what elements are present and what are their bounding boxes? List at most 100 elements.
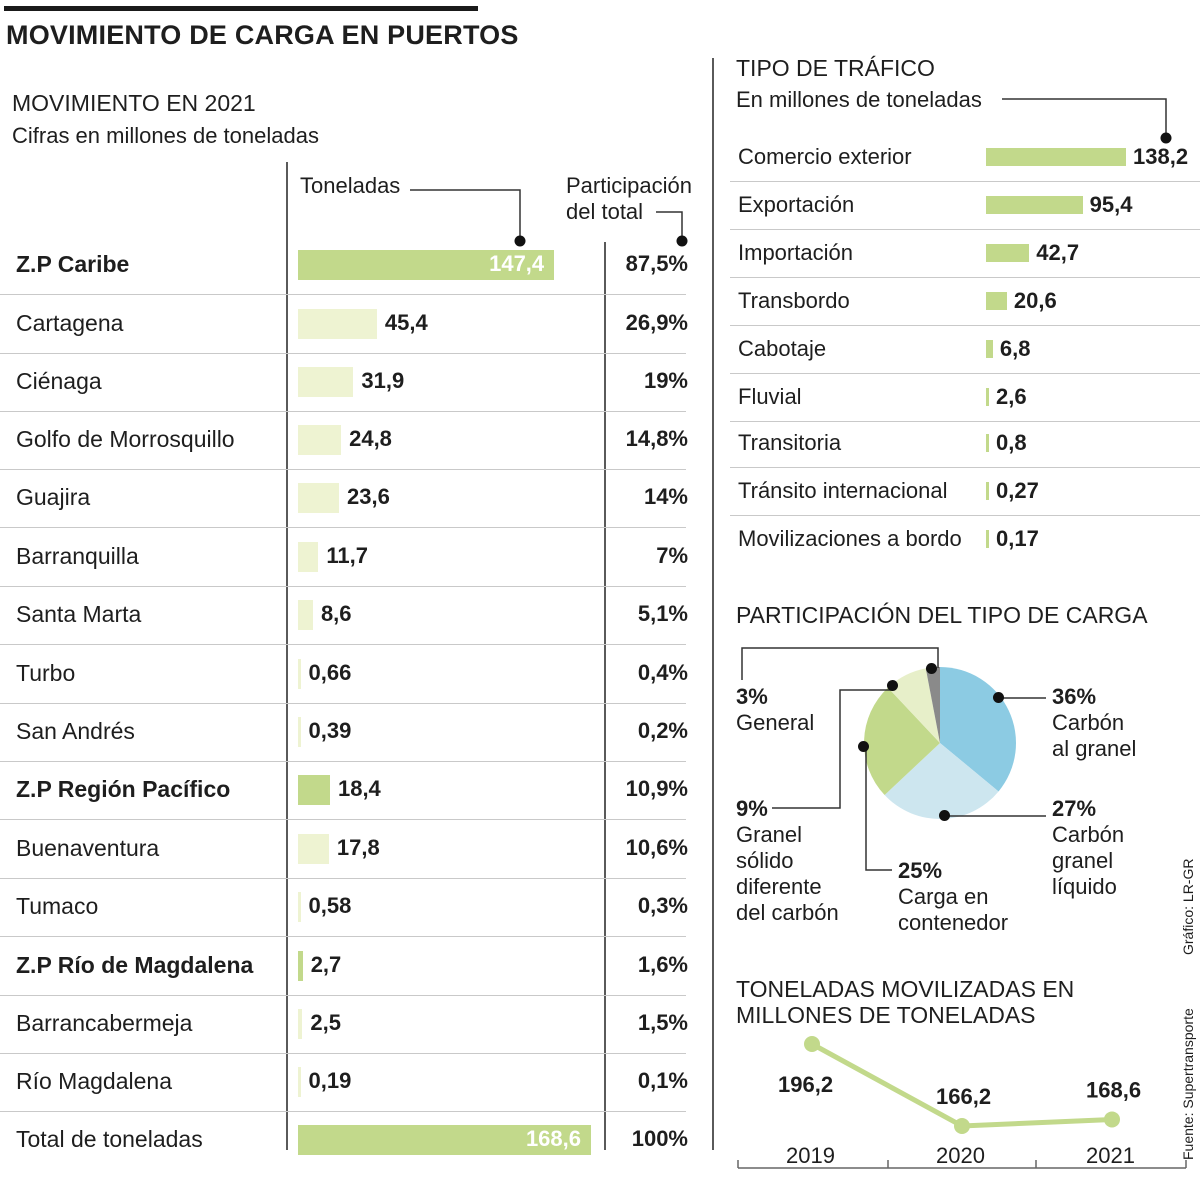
row-label: Barrancabermeja [16, 1010, 193, 1036]
share-value: 0,4% [637, 660, 688, 685]
bar [298, 892, 301, 922]
bar [298, 483, 339, 513]
row-separator [0, 353, 686, 354]
row-separator [0, 1053, 686, 1054]
traffic-value: 0,17 [996, 526, 1039, 551]
row-separator [0, 995, 686, 996]
bar [298, 717, 301, 747]
traffic-separator [730, 229, 1200, 230]
traffic-separator [730, 421, 1200, 422]
row-label: Ciénaga [16, 368, 102, 394]
bar-value-label: 147,4 [489, 251, 545, 276]
traffic-value: 20,6 [1013, 288, 1057, 313]
bar-value-label: 2,7 [310, 952, 342, 977]
pie-label-contenedor: 25% Carga en contenedor [898, 858, 1009, 935]
traffic-separator [730, 181, 1200, 182]
row-separator [0, 469, 686, 470]
leader-general [741, 647, 939, 680]
traffic-bar [986, 196, 1083, 214]
bar-value-label: 24,8 [349, 426, 392, 451]
tons-leader-line [410, 189, 521, 241]
bar [298, 1009, 303, 1039]
row-label: Total de toneladas [16, 1126, 203, 1152]
bar [298, 834, 329, 864]
share-value: 0,3% [637, 893, 688, 918]
bar-value-label: 0,19 [308, 1068, 352, 1093]
traffic-value: 95,4 [1089, 192, 1133, 217]
row-separator [0, 819, 686, 820]
share-value: 1,6% [637, 952, 688, 977]
traffic-value: 2,6 [996, 384, 1027, 409]
cargo-title: PARTICIPACIÓN DEL TIPO DE CARGA [736, 602, 1148, 628]
share-leader-dot [676, 235, 688, 247]
bar-value-label: 18,4 [337, 776, 381, 801]
traffic-bar [986, 292, 1007, 310]
row-label: Tumaco [16, 893, 99, 919]
share-value: 87,5% [625, 251, 688, 276]
row-label: Turbo [16, 660, 76, 686]
dot-contenedor [858, 741, 869, 752]
bar-value-label: 0,39 [308, 718, 352, 743]
traffic-value: 0,8 [996, 430, 1027, 455]
row-label: San Andrés [16, 718, 135, 744]
share-value: 19% [643, 368, 688, 393]
traffic-label: Exportación [738, 192, 855, 217]
bar [298, 600, 313, 630]
row-separator [0, 1111, 686, 1112]
traffic-separator [730, 373, 1200, 374]
column-divider-left [286, 162, 288, 1150]
row-separator [0, 294, 686, 295]
dot-carbon [993, 692, 1004, 703]
share-value: 14,8% [625, 426, 688, 451]
row-label: Barranquilla [16, 543, 139, 569]
traffic-bar [986, 388, 989, 406]
traffic-label: Movilizaciones a bordo [738, 526, 962, 551]
section-divider [712, 58, 714, 1150]
bar [298, 775, 330, 805]
column-divider-right [604, 242, 606, 1150]
share-leader-line [656, 211, 683, 241]
bar-value-label: 0,66 [308, 660, 352, 685]
traffic-title: TIPO DE TRÁFICO [736, 55, 935, 81]
dot-liquido [939, 810, 950, 821]
traffic-label: Tránsito internacional [738, 478, 948, 503]
dot-granel-solido [887, 680, 898, 691]
pie-slice-1 [884, 743, 999, 819]
traffic-value: 42,7 [1036, 240, 1080, 265]
traffic-label: Comercio exterior [738, 144, 912, 169]
col-header-tons: Toneladas [300, 173, 401, 198]
row-label: Santa Marta [16, 601, 142, 627]
bar [298, 367, 354, 397]
bar-value-label: 17,8 [336, 835, 380, 860]
pie-label-liquido: 27% Carbón granel líquido [1052, 796, 1125, 899]
bar [298, 542, 319, 572]
bar-value-label: 45,4 [384, 310, 428, 335]
moved-value-label: 168,6 [1086, 1077, 1141, 1102]
moved-title-1: TONELADAS MOVILIZADAS EN [736, 976, 1075, 1002]
row-label: Buenaventura [16, 835, 160, 861]
traffic-value: 0,27 [996, 478, 1039, 503]
bar [298, 425, 342, 455]
row-separator [0, 527, 686, 528]
page-title: MOVIMIENTO DE CARGA EN PUERTOS [6, 20, 519, 50]
bar [298, 250, 555, 280]
traffic-separator [730, 467, 1200, 468]
bar-value-label: 168,6 [525, 1126, 581, 1151]
traffic-label: Transitoria [738, 430, 842, 455]
bar [298, 1125, 591, 1155]
share-value: 5,1% [637, 601, 688, 626]
title-rule [4, 6, 478, 11]
pie-slice-4 [925, 667, 940, 743]
moved-year-label: 2021 [1086, 1143, 1135, 1168]
bar [298, 309, 377, 339]
moved-year-label: 2020 [936, 1143, 985, 1168]
traffic-bar [986, 482, 989, 500]
traffic-leader-line [1002, 98, 1167, 138]
row-separator [0, 644, 686, 645]
col-header-share-1: Participación [566, 173, 692, 198]
row-label: Río Magdalena [16, 1068, 172, 1094]
col-header-share-2: del total [566, 199, 644, 224]
traffic-label: Cabotaje [738, 336, 827, 361]
